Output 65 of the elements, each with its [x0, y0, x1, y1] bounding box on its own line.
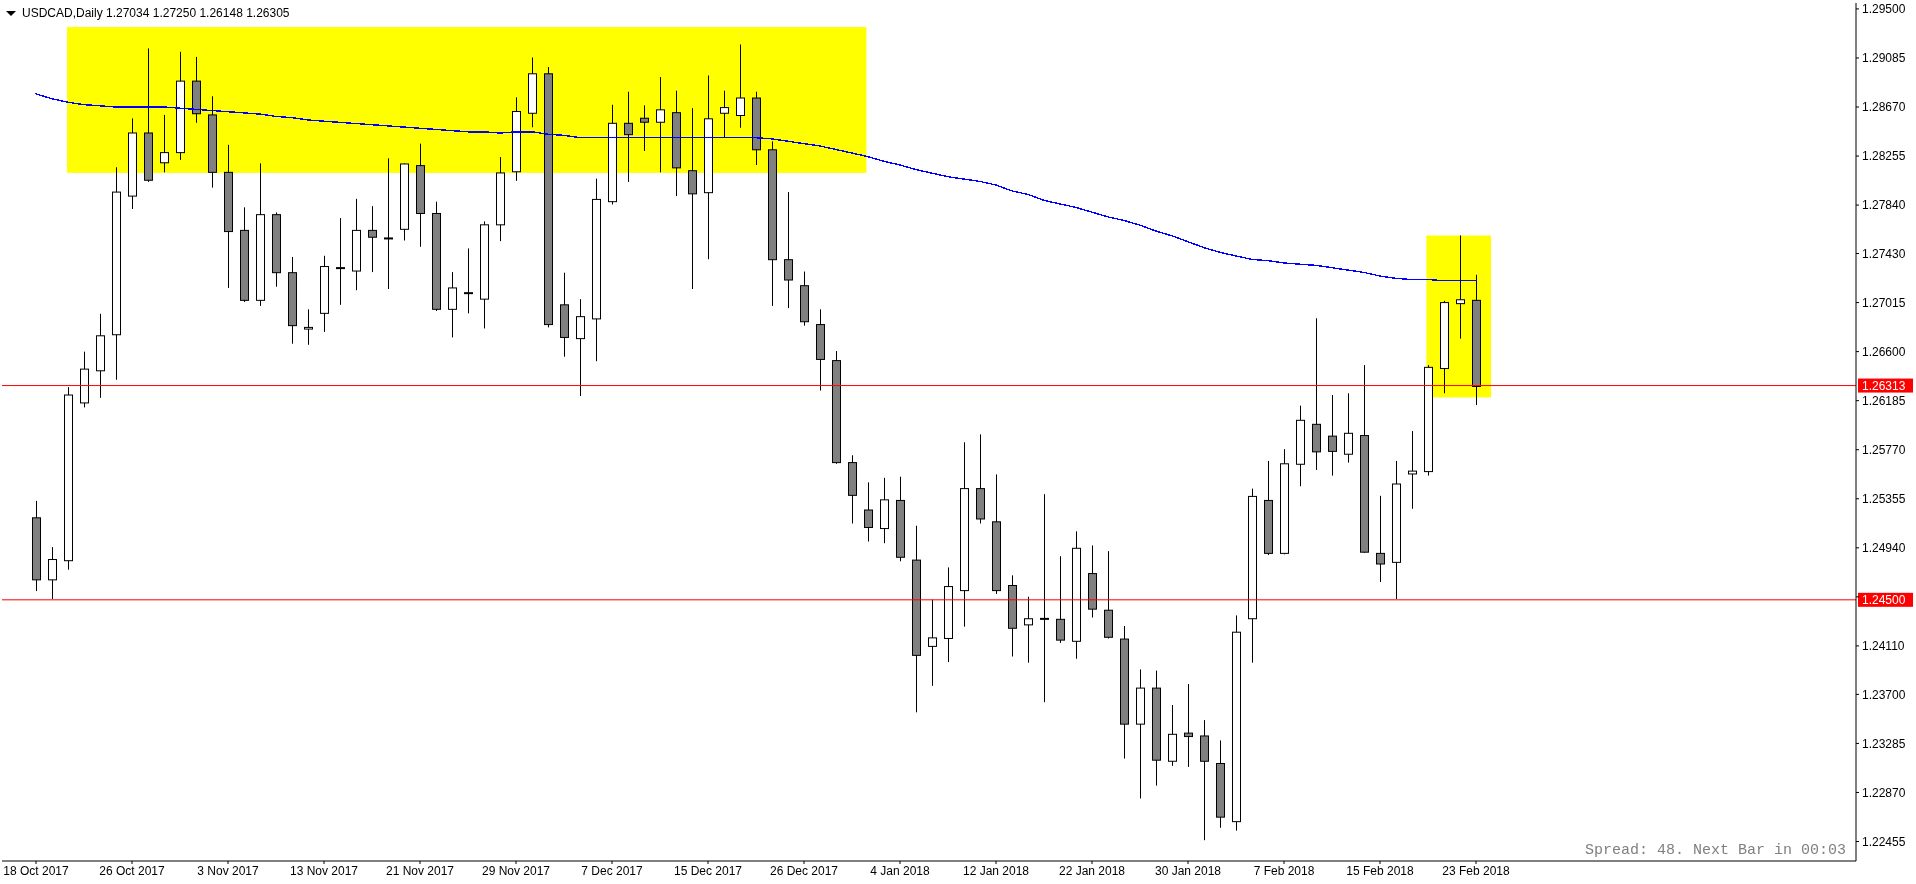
- y-tick-label: 1.25355: [1862, 492, 1906, 507]
- y-tick-label: 1.26185: [1862, 393, 1906, 408]
- y-tick-label: 1.27840: [1862, 198, 1906, 213]
- chart-title: USDCAD,Daily 1.27034 1.27250 1.26148 1.26305: [22, 6, 290, 20]
- candlestick: [720, 90, 729, 138]
- candlestick: [624, 91, 633, 183]
- candlestick: [864, 481, 873, 543]
- x-tick-label: 29 Nov 2017: [481, 863, 551, 878]
- x-tick-label: 4 Jan 2018: [870, 863, 931, 878]
- candlestick: [1024, 596, 1033, 664]
- y-tick-label: 1.24940: [1862, 541, 1906, 556]
- line-series: [35, 93, 1477, 282]
- candlestick: [576, 298, 585, 397]
- candlestick: [640, 104, 649, 152]
- candlestick: [384, 157, 393, 290]
- candlestick: [784, 191, 793, 309]
- y-tick-label: 1.22870: [1862, 785, 1906, 800]
- y-tick-label: 1.28670: [1862, 100, 1906, 115]
- x-tick-label: 15 Dec 2017: [673, 863, 743, 878]
- y-tick-label: 1.22455: [1862, 834, 1906, 849]
- x-tick-label: 26 Dec 2017: [769, 863, 839, 878]
- candlestick: [160, 114, 169, 173]
- y-tick-label: 1.27430: [1862, 246, 1906, 261]
- x-tick-label: 23 Feb 2018: [1442, 863, 1511, 878]
- candlestick: [736, 43, 745, 129]
- y-tick-label: 1.29085: [1862, 51, 1906, 66]
- x-tick-label: 26 Oct 2017: [99, 863, 166, 878]
- candlestick: [1344, 392, 1353, 464]
- y-tick-label: 1.23700: [1862, 687, 1906, 702]
- x-tick-label: 22 Jan 2018: [1058, 863, 1126, 878]
- candlestick: [1184, 683, 1193, 768]
- candlestick: [928, 599, 937, 687]
- x-tick-label: 13 Nov 2017: [289, 863, 359, 878]
- x-tick-label: 12 Jan 2018: [962, 863, 1030, 878]
- candlestick: [1376, 495, 1385, 583]
- y-tick-label: 1.23285: [1862, 736, 1906, 751]
- x-tick-label: 30 Jan 2018: [1154, 863, 1222, 878]
- x-tick-label: 18 Oct 2017: [3, 863, 70, 878]
- candlestick: [688, 107, 697, 290]
- candlestick: [1056, 555, 1065, 644]
- candlestick: [448, 271, 457, 338]
- x-tick-label: 15 Feb 2018: [1346, 863, 1415, 878]
- candlestick: [1456, 234, 1465, 340]
- candlestick: [304, 308, 313, 346]
- ref-line-label: 1.26313: [1862, 378, 1906, 393]
- candlestick: [368, 205, 377, 273]
- candlestick: [464, 247, 473, 314]
- y-tick-label: 1.25770: [1862, 442, 1906, 457]
- y-tick-label: 1.29500: [1862, 2, 1906, 17]
- y-tick-label: 1.26600: [1862, 344, 1906, 359]
- candlestick: [1408, 430, 1417, 510]
- candlestick: [1040, 493, 1049, 703]
- candlestick: [48, 546, 57, 600]
- y-tick-label: 1.27015: [1862, 295, 1906, 310]
- candlestick: [1328, 394, 1337, 477]
- x-tick-label: 3 Nov 2017: [197, 863, 260, 878]
- x-tick-label: 21 Nov 2017: [385, 863, 455, 878]
- candlestick: [656, 76, 665, 173]
- y-tick-label: 1.24110: [1862, 639, 1905, 654]
- candlestick: [336, 217, 345, 306]
- y-tick-label: 1.28255: [1862, 149, 1906, 164]
- x-tick-label: 7 Dec 2017: [581, 863, 644, 878]
- text: Spread: 48. Next Bar in 00:03: [1584, 842, 1846, 859]
- x-tick-label: 7 Feb 2018: [1253, 863, 1315, 878]
- ref-line-label: 1.24500: [1862, 593, 1906, 608]
